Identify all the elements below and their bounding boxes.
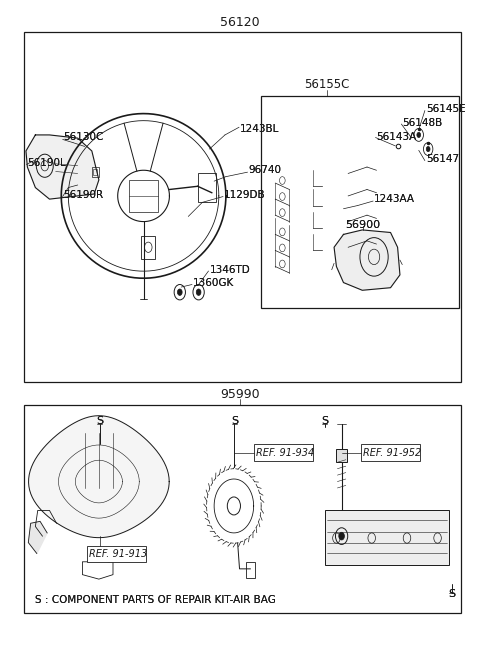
Text: 96740: 96740	[249, 165, 281, 176]
Text: 56148B: 56148B	[402, 119, 443, 128]
Circle shape	[196, 289, 201, 295]
Bar	[92, 167, 99, 177]
Polygon shape	[28, 521, 47, 553]
Text: 56190L: 56190L	[27, 158, 66, 168]
Circle shape	[339, 533, 345, 540]
Bar	[24, 405, 461, 613]
Text: 56900: 56900	[345, 220, 380, 230]
Text: REF. 91-913: REF. 91-913	[89, 549, 147, 559]
Text: S: S	[321, 415, 328, 426]
Text: 1360GK: 1360GK	[193, 278, 234, 288]
Text: S : COMPONENT PARTS OF REPAIR KIT-AIR BAG: S : COMPONENT PARTS OF REPAIR KIT-AIR BA…	[36, 595, 276, 605]
Text: 56900: 56900	[345, 220, 380, 230]
Text: 1129DB: 1129DB	[224, 190, 265, 200]
Text: 56130C: 56130C	[63, 132, 104, 143]
Bar	[87, 546, 146, 563]
Text: 56148B: 56148B	[402, 119, 443, 128]
Text: S: S	[231, 415, 238, 426]
Text: 56130C: 56130C	[63, 132, 104, 143]
Bar	[336, 449, 347, 462]
Text: 56190R: 56190R	[63, 190, 104, 200]
Text: 56190L: 56190L	[27, 158, 66, 168]
Text: S : COMPONENT PARTS OF REPAIR KIT-AIR BAG: S : COMPONENT PARTS OF REPAIR KIT-AIR BA…	[36, 595, 276, 605]
Bar	[130, 180, 157, 212]
Circle shape	[178, 289, 182, 295]
Text: 1243BL: 1243BL	[240, 124, 279, 134]
Bar	[198, 174, 216, 202]
Text: 96740: 96740	[249, 165, 281, 176]
Text: 1346TD: 1346TD	[209, 265, 250, 274]
Text: 1346TD: 1346TD	[209, 265, 250, 274]
Text: 56147: 56147	[426, 155, 459, 164]
Text: S: S	[448, 589, 455, 599]
Text: 1129DB: 1129DB	[224, 190, 265, 200]
Circle shape	[426, 147, 430, 151]
Bar	[254, 444, 313, 461]
Text: S: S	[231, 415, 238, 426]
Text: 56190R: 56190R	[63, 190, 104, 200]
Text: REF. 91-952: REF. 91-952	[363, 447, 421, 458]
Polygon shape	[26, 135, 99, 199]
Bar	[261, 96, 459, 309]
Bar	[324, 510, 449, 565]
Text: 56145E: 56145E	[426, 104, 466, 114]
Bar	[246, 563, 255, 578]
Text: 56155C: 56155C	[304, 79, 350, 91]
Text: 56147: 56147	[426, 155, 459, 164]
Circle shape	[417, 132, 420, 138]
Text: 95990: 95990	[220, 388, 260, 402]
Text: S: S	[96, 415, 103, 426]
Text: 56143A: 56143A	[376, 132, 417, 142]
Bar	[361, 444, 420, 461]
Text: 1243BL: 1243BL	[240, 124, 279, 134]
Bar	[24, 32, 461, 382]
Text: 56120: 56120	[220, 16, 260, 29]
Text: S: S	[96, 415, 103, 426]
Bar	[93, 169, 97, 175]
Bar	[141, 236, 156, 259]
Text: 1360GK: 1360GK	[193, 278, 234, 288]
Text: 56143A: 56143A	[376, 132, 417, 142]
Text: 1243AA: 1243AA	[374, 194, 415, 204]
Text: S: S	[321, 415, 328, 426]
Text: S: S	[448, 589, 455, 599]
Text: 56145E: 56145E	[426, 104, 466, 114]
Text: 1243AA: 1243AA	[374, 194, 415, 204]
Polygon shape	[334, 230, 400, 290]
Polygon shape	[29, 416, 169, 538]
Text: REF. 91-934: REF. 91-934	[256, 447, 314, 458]
